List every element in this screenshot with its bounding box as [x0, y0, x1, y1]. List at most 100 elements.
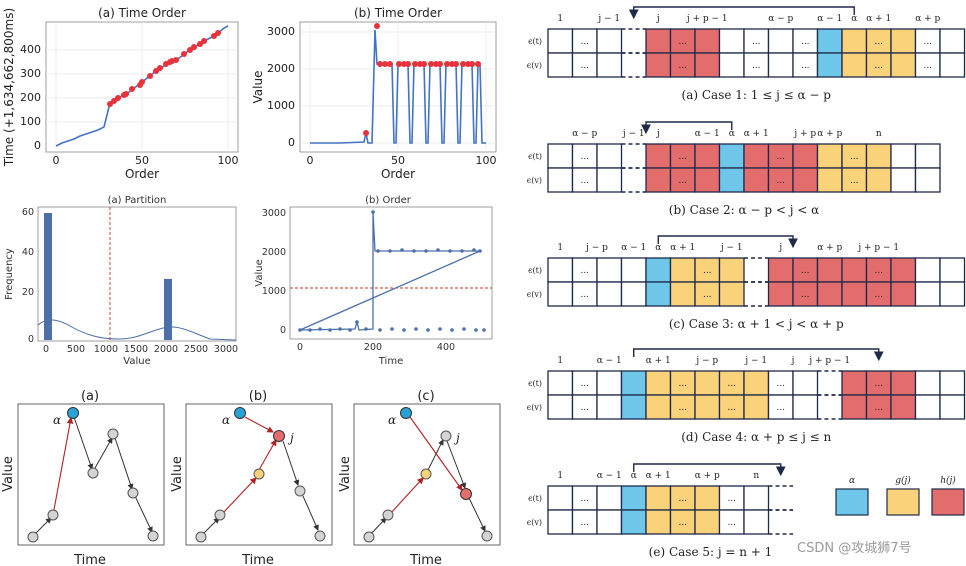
cell — [865, 167, 892, 193]
row-label-time: ϵ(t) — [528, 152, 542, 161]
column-label: j − 1 — [597, 14, 620, 24]
column-label: α — [631, 471, 637, 481]
ellipsis: ... — [580, 266, 589, 276]
cell — [645, 52, 672, 78]
row-label-time: ϵ(t) — [528, 37, 542, 46]
cell — [914, 28, 941, 54]
ellipsis: ... — [874, 266, 883, 276]
column-label: j — [656, 129, 660, 139]
y-tick: 3000 — [267, 25, 295, 38]
ellipsis: ... — [727, 379, 736, 389]
x-axis-label: Time — [378, 356, 403, 367]
cell — [669, 167, 696, 193]
cell — [914, 167, 941, 193]
cell — [645, 509, 672, 535]
cell — [718, 167, 745, 193]
value-series-line — [310, 29, 486, 144]
cell — [939, 257, 966, 283]
cell — [939, 52, 966, 78]
y-tick: 1000 — [267, 99, 295, 112]
density-curve — [37, 319, 237, 341]
row-label-time: ϵ(t) — [528, 266, 542, 275]
cell — [547, 485, 574, 511]
cell — [792, 281, 819, 307]
ellipsis: ... — [678, 176, 687, 186]
column-label: α − 1 — [695, 129, 720, 139]
cell — [914, 281, 941, 307]
cell — [890, 257, 917, 283]
ellipsis: ... — [801, 266, 810, 276]
cell — [694, 485, 721, 511]
ellipsis: ... — [580, 176, 589, 186]
y-tick: 0 — [28, 334, 34, 345]
cell — [718, 143, 745, 169]
column-label: α − 1 — [597, 356, 622, 366]
cell — [694, 394, 721, 420]
y-tick: 400 — [20, 43, 41, 56]
ellipsis: ... — [923, 61, 932, 71]
cell — [767, 143, 794, 169]
legend-swatch-alpha — [835, 488, 869, 516]
x-tick: 50 — [135, 154, 149, 167]
y-axis-label: Value — [251, 71, 265, 104]
x-axis-label: Time — [241, 553, 274, 566]
ellipsis: ... — [678, 518, 687, 528]
x-tick: 0 — [307, 154, 314, 167]
cell — [547, 167, 574, 193]
column-label: α + p — [817, 129, 842, 139]
cell — [620, 370, 647, 396]
cell — [694, 257, 721, 283]
column-label: 1 — [557, 243, 563, 253]
column-label: α + 1 — [670, 243, 695, 253]
cell — [669, 143, 696, 169]
cell — [743, 485, 770, 511]
cell — [890, 370, 917, 396]
cell — [596, 394, 623, 420]
cell — [767, 52, 794, 78]
move-arrow — [628, 6, 855, 20]
column-label: j − 1 — [622, 129, 645, 139]
ellipsis: ... — [727, 403, 736, 413]
move-arrow — [633, 348, 884, 362]
cell — [718, 509, 745, 535]
cell — [914, 394, 941, 420]
j-node — [273, 430, 285, 442]
cell — [816, 143, 843, 169]
cell — [645, 28, 672, 54]
y-axis-label: Value — [338, 456, 353, 492]
case-caption: (d) Case 4: α + p ≤ j ≤ n — [681, 430, 831, 444]
x-axis-label: Order — [381, 167, 415, 181]
cell — [596, 485, 623, 511]
case-caption: (a) Case 1: 1 ≤ j ≤ α − p — [682, 88, 832, 102]
column-label: 1 — [557, 356, 563, 366]
cell — [767, 167, 794, 193]
cell — [841, 28, 868, 54]
x-tick: 0 — [53, 154, 60, 167]
cell — [816, 281, 843, 307]
cell — [841, 257, 868, 283]
column-label: j — [778, 243, 782, 253]
y-tick: 0 — [288, 136, 295, 149]
plot-frame — [289, 206, 493, 340]
histogram-bar — [164, 279, 172, 340]
cell — [694, 143, 721, 169]
ellipsis: ... — [580, 61, 589, 71]
graph-b-panel: (b) Time Value α j — [170, 389, 333, 566]
column-label: α − 1 — [621, 243, 646, 253]
cell — [694, 370, 721, 396]
column-label: n — [876, 129, 882, 139]
ellipsis: ... — [580, 403, 589, 413]
cell — [596, 370, 623, 396]
cell — [596, 52, 623, 78]
cell — [645, 167, 672, 193]
g-node — [253, 468, 265, 480]
ellipsis: ... — [776, 379, 785, 389]
row-label-value: ϵ(v) — [527, 403, 542, 412]
ellipsis: ... — [850, 152, 859, 162]
cell — [694, 28, 721, 54]
case-caption: (e) Case 5: j = n + 1 — [649, 545, 773, 559]
cell — [767, 28, 794, 54]
ellipsis: ... — [801, 37, 810, 47]
ellipsis: ... — [801, 290, 810, 300]
